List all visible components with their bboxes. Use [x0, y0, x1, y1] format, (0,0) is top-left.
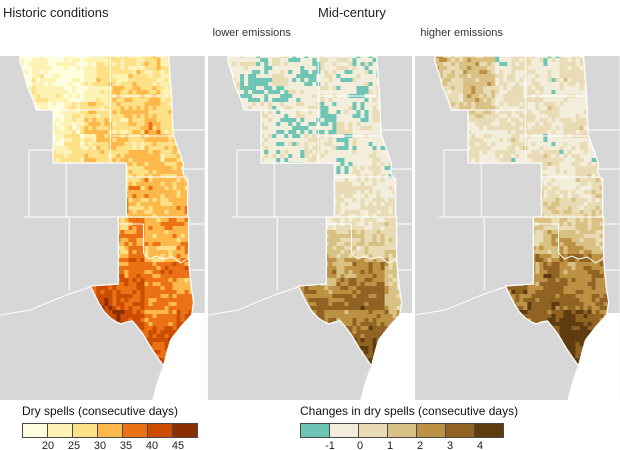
legend-swatch [47, 423, 73, 438]
legend-changes-title: Changes in dry spells (consecutive days) [300, 404, 519, 418]
lower-emissions-map [207, 22, 413, 400]
map-panel-historic [0, 22, 205, 400]
legends-row: Dry spells (consecutive days) 20 25 30 35 40… [0, 400, 620, 450]
legend-swatch [97, 423, 123, 438]
legend-swatch [387, 423, 417, 438]
legend-swatch [329, 423, 359, 438]
legend-tick-label: 0 [356, 440, 364, 450]
legend-changes-colorbar [300, 423, 580, 438]
legend-dry-spells: Dry spells (consecutive days) 20 25 30 35 40… [22, 404, 252, 450]
legend-tick-label: 25 [67, 440, 81, 450]
legend-swatch [22, 423, 48, 438]
legend-tick-label: 1 [386, 440, 394, 450]
higher-emissions-map [415, 22, 620, 400]
legend-tick-label: -1 [325, 440, 335, 450]
legend-swatch [358, 423, 388, 438]
legend-swatch [474, 423, 504, 438]
legend-tick-label: 20 [41, 440, 55, 450]
legend-swatch [72, 423, 98, 438]
legend-dry-spells-ticks: 20 25 30 35 40 45 [22, 440, 252, 450]
legend-swatch [172, 423, 198, 438]
historic-map [0, 22, 205, 400]
legend-tick-label: 40 [145, 440, 159, 450]
legend-tick-label: 45 [171, 440, 185, 450]
legend-swatch [147, 423, 173, 438]
historic-conditions-title: Historic conditions [3, 5, 109, 20]
legend-swatch [122, 423, 148, 438]
legend-changes-ticks: -1 0 1 2 3 4 [300, 440, 580, 450]
legend-tick-label: 2 [416, 440, 424, 450]
legend-changes-dry-spells: Changes in dry spells (consecutive days)… [300, 404, 580, 450]
legend-tick-label: 3 [446, 440, 454, 450]
legend-swatch [445, 423, 475, 438]
map-panels-row: lower emissions higher emissions [0, 22, 620, 400]
legend-dry-spells-title: Dry spells (consecutive days) [22, 404, 179, 418]
map-panel-lower-emissions: lower emissions [207, 22, 413, 400]
higher-emissions-label: higher emissions [420, 27, 503, 39]
legend-tick-label: 4 [476, 440, 484, 450]
map-panel-higher-emissions: higher emissions [415, 22, 620, 400]
mid-century-title: Mid-century [318, 5, 386, 20]
legend-swatch [416, 423, 446, 438]
legend-tick-label: 30 [93, 440, 107, 450]
lower-emissions-label: lower emissions [212, 27, 291, 39]
legend-swatch [300, 423, 330, 438]
legend-dry-spells-colorbar [22, 423, 252, 438]
legend-tick-label: 35 [119, 440, 133, 450]
